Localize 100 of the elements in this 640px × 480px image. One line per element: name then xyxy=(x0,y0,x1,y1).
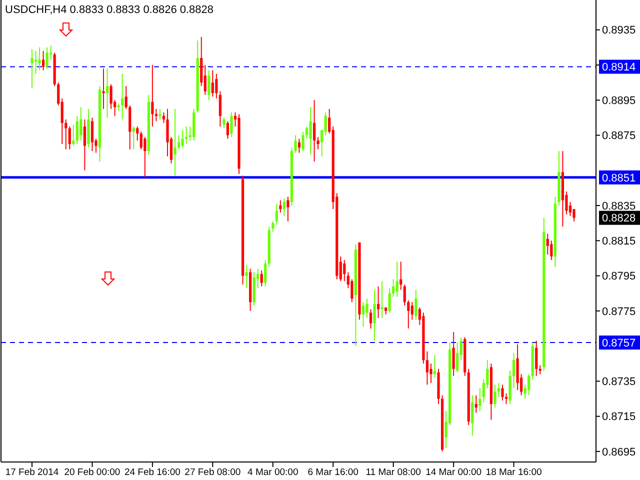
x-tick-label: 14 Mar 00:00 xyxy=(426,467,482,478)
candlestick xyxy=(309,106,312,156)
candlestick xyxy=(34,50,38,74)
x-tick-label: 20 Feb 00:00 xyxy=(64,467,120,478)
chart-title: USDCHF,H4 0.8833 0.8833 0.8826 0.8828 xyxy=(5,4,214,16)
candlestick xyxy=(396,261,398,298)
candlestick xyxy=(140,131,142,150)
candlestick xyxy=(528,374,530,396)
y-tick-label: 0.8735 xyxy=(602,376,636,388)
candlestick xyxy=(162,112,166,124)
candlestick xyxy=(400,261,402,290)
candlestick xyxy=(226,120,230,140)
candlestick xyxy=(181,129,184,148)
candlestick xyxy=(433,354,436,378)
y-tick-label: 0.8695 xyxy=(602,446,636,458)
y-tick-label: 0.8775 xyxy=(602,306,636,318)
candlestick xyxy=(474,394,478,414)
candlestick xyxy=(260,270,263,287)
candlestick xyxy=(110,84,112,110)
candlestick xyxy=(230,112,233,138)
candlestick xyxy=(83,118,86,171)
candlestick xyxy=(407,300,410,329)
x-tick-label: 11 Mar 08:00 xyxy=(366,467,421,478)
candlestick xyxy=(121,73,124,120)
candlestick xyxy=(572,208,576,222)
x-tick-label: 17 Feb 2014 xyxy=(5,467,59,478)
candlestick xyxy=(132,126,135,150)
candlestick xyxy=(76,115,78,145)
candlestick xyxy=(452,332,455,376)
candlestick xyxy=(215,73,218,99)
candlestick xyxy=(302,131,304,152)
y-tick-label: 0.8715 xyxy=(602,411,636,424)
x-tick-label: 6 Mar 16:00 xyxy=(308,467,358,478)
x-tick-label: 27 Feb 08:00 xyxy=(184,467,241,478)
candlestick xyxy=(218,90,222,127)
candlestick xyxy=(426,350,429,386)
candlestick xyxy=(211,70,214,98)
candlestick xyxy=(38,46,41,71)
candlestick xyxy=(414,289,418,320)
candlestick xyxy=(369,308,372,329)
ref-line-label: 0.8757 xyxy=(602,337,636,350)
candlestick xyxy=(350,278,354,303)
text: 0.8828 xyxy=(602,212,636,225)
candlestick xyxy=(494,384,496,408)
x-tick-label: 18 Mar 16:00 xyxy=(486,467,542,478)
candlestick xyxy=(68,126,71,150)
candlestick xyxy=(174,108,176,176)
candlestick xyxy=(312,100,316,162)
candlestick xyxy=(478,388,482,412)
candlestick xyxy=(46,46,48,70)
candlestick xyxy=(64,118,68,150)
candlestick xyxy=(42,50,45,71)
candlestick xyxy=(298,138,301,154)
y-tick-label: 0.8935 xyxy=(602,24,636,37)
y-tick-label: 0.8875 xyxy=(602,130,636,142)
y-tick-label: 0.8895 xyxy=(602,94,636,107)
candlestick xyxy=(80,106,82,142)
candlestick xyxy=(286,196,290,222)
candlestick xyxy=(185,126,188,145)
ref-line-label: 0.8914 xyxy=(602,62,636,74)
candlestick xyxy=(279,200,282,214)
candlestick xyxy=(403,284,406,306)
candlestick xyxy=(430,363,432,384)
candlestick xyxy=(106,68,109,118)
candlestick xyxy=(30,48,34,88)
candlestick xyxy=(456,342,459,373)
candlestick xyxy=(177,134,180,150)
y-tick-label: 0.8835 xyxy=(602,200,636,212)
candlestick xyxy=(501,384,504,402)
candlestick xyxy=(158,108,162,120)
candlestick xyxy=(136,126,139,142)
candlestick xyxy=(272,220,274,232)
candlestick xyxy=(362,302,365,328)
x-tick-label: 4 Mar 00:00 xyxy=(248,467,298,478)
candlestick xyxy=(166,108,169,157)
candlestick xyxy=(102,68,105,110)
candlestick xyxy=(504,392,508,405)
candlestick xyxy=(512,352,516,389)
candlestick xyxy=(151,64,154,127)
candlestick xyxy=(343,259,346,282)
candlestick xyxy=(392,278,395,298)
candlestick xyxy=(376,286,380,318)
x-tick-label: 24 Feb 16:00 xyxy=(124,467,180,478)
candlestick xyxy=(380,280,384,318)
candlestick xyxy=(90,117,94,152)
candlestick xyxy=(154,108,158,122)
candlestick xyxy=(388,288,391,314)
candlestick xyxy=(366,298,368,318)
ref-line-label: 0.8851 xyxy=(602,172,636,184)
candlestick xyxy=(535,340,538,376)
candlestick xyxy=(316,136,320,150)
candlestick xyxy=(72,124,75,146)
candlestick xyxy=(373,289,376,342)
candlestick xyxy=(410,302,414,320)
y-tick-label: 0.8815 xyxy=(602,236,636,248)
y-tick-label: 0.8795 xyxy=(602,270,636,283)
candlestick xyxy=(124,86,128,110)
candlestick xyxy=(245,264,248,289)
candlestick xyxy=(275,203,278,226)
candlestick xyxy=(208,70,210,101)
